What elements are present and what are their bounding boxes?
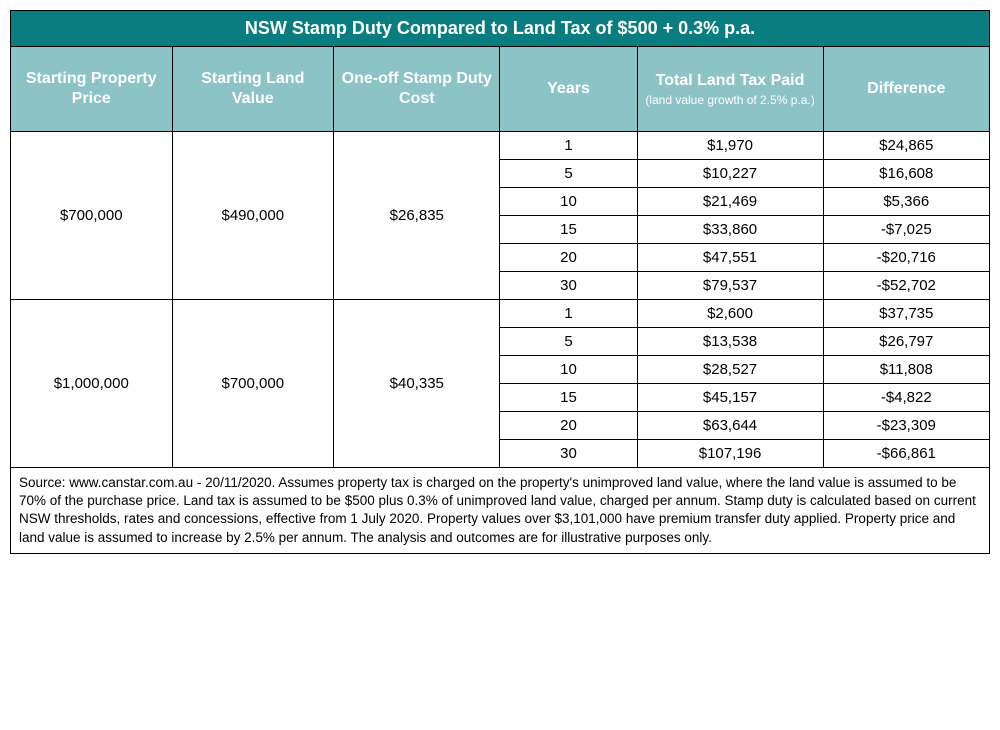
stamp-duty-table: NSW Stamp Duty Compared to Land Tax of $…: [10, 10, 990, 554]
cell-difference: -$7,025: [823, 216, 989, 244]
cell-years: 1: [500, 300, 637, 328]
col-header-years: Years: [500, 47, 637, 132]
cell-property-price: $700,000: [11, 132, 173, 300]
table-header-row: Starting Property Price Starting Land Va…: [11, 47, 990, 132]
col-header-stamp-duty: One-off Stamp Duty Cost: [334, 47, 500, 132]
cell-difference: -$66,861: [823, 440, 989, 468]
col-header-property-price: Starting Property Price: [11, 47, 173, 132]
source-text: Source: www.canstar.com.au - 20/11/2020.…: [11, 468, 990, 554]
cell-tax-paid: $2,600: [637, 300, 823, 328]
cell-years: 30: [500, 440, 637, 468]
cell-years: 5: [500, 160, 637, 188]
cell-land-value: $490,000: [172, 132, 334, 300]
cell-tax-paid: $10,227: [637, 160, 823, 188]
col-header-tax-paid: Total Land Tax Paid (land value growth o…: [637, 47, 823, 132]
cell-difference: $26,797: [823, 328, 989, 356]
cell-years: 10: [500, 188, 637, 216]
cell-difference: $11,808: [823, 356, 989, 384]
col-header-tax-paid-label: Total Land Tax Paid: [656, 72, 805, 89]
cell-years: 30: [500, 272, 637, 300]
cell-tax-paid: $47,551: [637, 244, 823, 272]
table-title-row: NSW Stamp Duty Compared to Land Tax of $…: [11, 11, 990, 47]
cell-stamp-duty: $26,835: [334, 132, 500, 300]
cell-difference: $5,366: [823, 188, 989, 216]
cell-tax-paid: $63,644: [637, 412, 823, 440]
source-row: Source: www.canstar.com.au - 20/11/2020.…: [11, 468, 990, 554]
cell-land-value: $700,000: [172, 300, 334, 468]
cell-difference: -$52,702: [823, 272, 989, 300]
cell-years: 20: [500, 244, 637, 272]
cell-years: 5: [500, 328, 637, 356]
cell-difference: -$4,822: [823, 384, 989, 412]
cell-difference: -$20,716: [823, 244, 989, 272]
cell-tax-paid: $21,469: [637, 188, 823, 216]
cell-tax-paid: $33,860: [637, 216, 823, 244]
cell-tax-paid: $28,527: [637, 356, 823, 384]
cell-tax-paid: $107,196: [637, 440, 823, 468]
col-header-difference: Difference: [823, 47, 989, 132]
cell-tax-paid: $1,970: [637, 132, 823, 160]
cell-years: 1: [500, 132, 637, 160]
cell-difference: $16,608: [823, 160, 989, 188]
col-header-land-value: Starting Land Value: [172, 47, 334, 132]
table-container: NSW Stamp Duty Compared to Land Tax of $…: [10, 10, 990, 554]
cell-property-price: $1,000,000: [11, 300, 173, 468]
table-row: $1,000,000 $700,000 $40,335 1 $2,600 $37…: [11, 300, 990, 328]
col-header-tax-paid-sub: (land value growth of 2.5% p.a.): [644, 93, 817, 108]
cell-difference: -$23,309: [823, 412, 989, 440]
table-title: NSW Stamp Duty Compared to Land Tax of $…: [11, 11, 990, 47]
cell-years: 20: [500, 412, 637, 440]
table-row: $700,000 $490,000 $26,835 1 $1,970 $24,8…: [11, 132, 990, 160]
cell-tax-paid: $79,537: [637, 272, 823, 300]
cell-years: 10: [500, 356, 637, 384]
cell-years: 15: [500, 216, 637, 244]
cell-difference: $24,865: [823, 132, 989, 160]
cell-years: 15: [500, 384, 637, 412]
cell-tax-paid: $45,157: [637, 384, 823, 412]
cell-stamp-duty: $40,335: [334, 300, 500, 468]
cell-difference: $37,735: [823, 300, 989, 328]
cell-tax-paid: $13,538: [637, 328, 823, 356]
